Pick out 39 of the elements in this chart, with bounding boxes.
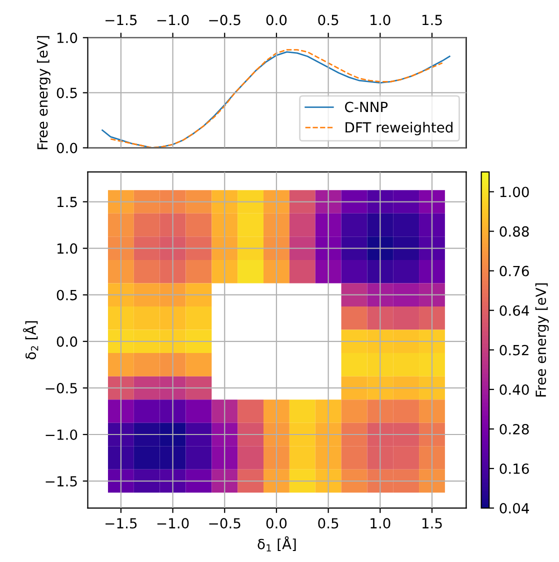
y-tick-label: 1.5	[57, 196, 77, 208]
color-bar-label: 0.28	[500, 424, 529, 434]
color-bar-label: 0.76	[500, 266, 529, 276]
x-tick-label: 1.5	[422, 518, 442, 529]
color-bar-label: 0.52	[500, 344, 528, 356]
legend-label: DFT reweighted	[346, 122, 452, 136]
color-bar-label: 0.16	[500, 463, 529, 474]
y-axis-title: Free energy [eV]	[36, 36, 50, 150]
x-tick-label: −1.5	[106, 14, 137, 26]
y-tick-label: −1.0	[46, 429, 78, 440]
color-bar-label: 0.88	[500, 226, 529, 237]
y-axis-title: δ$_{2}$ [Å]	[22, 321, 38, 360]
x-axis-title: δ$_{1}$ [Å]	[258, 536, 296, 552]
x-tick-label: 1.0	[370, 518, 390, 529]
x-tick-label: −0.5	[209, 518, 240, 529]
y-tick-label: 1.0	[57, 243, 78, 254]
x-tick-label: 0.5	[318, 518, 338, 529]
x-tick-label: 0.0	[266, 14, 287, 26]
x-tick-label: 1.0	[370, 14, 390, 26]
x-tick-label: 0.0	[266, 518, 287, 529]
x-tick-label: 1.5	[422, 14, 442, 26]
y-tick-label: 1.0	[57, 32, 78, 44]
color-bar-label: 0.40	[500, 384, 529, 395]
y-tick-label: 0.5	[56, 290, 77, 300]
x-tick-label: −1.0	[157, 14, 189, 26]
color-bar-label: 0.04	[500, 503, 529, 514]
color-bar-label: 1.00	[500, 186, 529, 198]
color-bar-label: 0.64	[500, 305, 529, 316]
y-tick-label: −1.5	[46, 476, 77, 487]
y-tick-label: 0.0	[56, 142, 78, 154]
x-tick-label: −1.0	[157, 518, 189, 529]
y-tick-label: −0.5	[46, 382, 77, 394]
x-tick-label: 0.5	[318, 14, 338, 26]
y-tick-label: 0.5	[56, 88, 77, 98]
x-tick-label: −0.5	[209, 14, 240, 26]
color-bar-title: Free energy [eV]	[535, 283, 549, 396]
legend-label: C-NNP	[345, 102, 388, 112]
x-tick-label: −1.5	[106, 518, 137, 529]
y-tick-label: 0.0	[56, 336, 78, 347]
